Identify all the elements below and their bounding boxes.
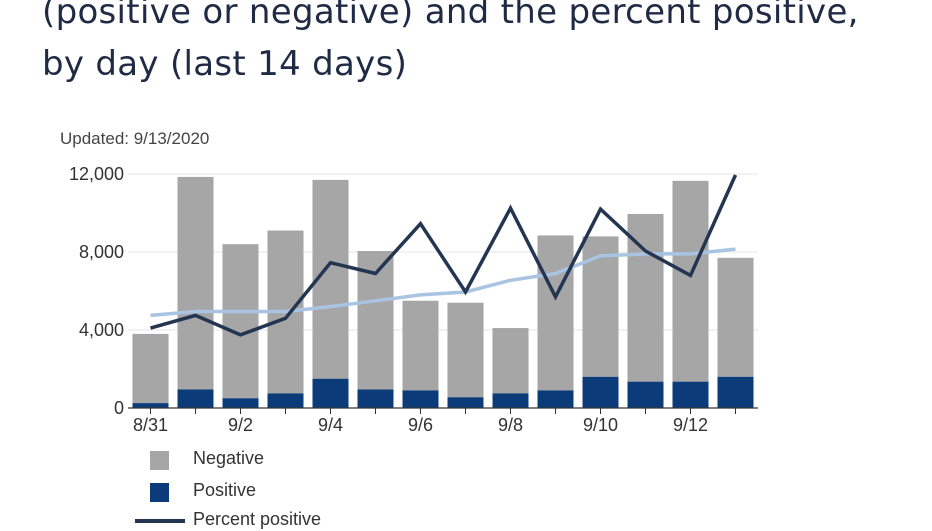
updated-date: Updated: 9/13/2020 xyxy=(60,129,210,148)
bar-positive xyxy=(492,393,529,408)
bar-negative xyxy=(222,244,259,399)
bar-positive xyxy=(357,389,394,408)
x-tick-label: 9/6 xyxy=(408,415,433,435)
bars xyxy=(132,176,754,408)
bar-negative xyxy=(717,257,754,377)
headline-line-1: (positive or negative) and the percent p… xyxy=(42,0,859,32)
chart-headline: (positive or negative) and the percent p… xyxy=(42,0,859,90)
y-tick-label: 4,000 xyxy=(79,320,124,340)
bar-positive xyxy=(447,397,484,408)
bar-positive xyxy=(582,376,619,408)
axes: 0 4,000 8,000 12,000 8/31 9/2 9/4 9/6 9/8 9/10 9/1… xyxy=(69,164,758,435)
bar-positive xyxy=(537,390,574,408)
x-tick-label: 9/4 xyxy=(318,415,343,435)
x-tick-label: 9/2 xyxy=(228,415,253,435)
percent-positive-line xyxy=(150,174,738,337)
bar-positive xyxy=(627,381,664,408)
bar-negative xyxy=(132,333,169,404)
legend-label-percent-positive: Percent positive xyxy=(193,509,322,529)
x-tick-label: 9/8 xyxy=(498,415,523,435)
legend-label-negative: Negative xyxy=(193,448,265,468)
bar-positive xyxy=(402,390,439,408)
bar-positive xyxy=(222,398,259,408)
legend-swatch-positive xyxy=(150,483,169,502)
legend-swatch-percent-positive xyxy=(135,519,185,523)
y-tick-label: 0 xyxy=(114,398,124,418)
legend-label-positive: Positive xyxy=(193,480,257,500)
bar-positive xyxy=(132,403,169,408)
bar-positive xyxy=(672,381,709,408)
legend-swatch-negative xyxy=(150,451,169,470)
x-tick-label: 9/10 xyxy=(583,415,618,435)
bar-positive xyxy=(177,389,214,408)
bar-negative xyxy=(447,302,484,398)
bar-positive xyxy=(312,378,349,408)
bar-negative xyxy=(537,235,574,391)
y-tick-label: 8,000 xyxy=(79,242,124,262)
bar-negative xyxy=(177,176,214,390)
bar-positive xyxy=(717,376,754,408)
bar-negative xyxy=(402,300,439,391)
x-tick-label: 9/12 xyxy=(673,415,708,435)
x-tick-label: 8/31 xyxy=(133,415,168,435)
bar-negative xyxy=(672,180,709,382)
bar-negative xyxy=(492,328,529,394)
bar-positive xyxy=(267,393,304,408)
headline-line-2: by day (last 14 days) xyxy=(42,44,408,84)
y-tick-label: 12,000 xyxy=(69,164,124,184)
series-lines xyxy=(150,174,738,337)
average-line xyxy=(150,247,736,318)
